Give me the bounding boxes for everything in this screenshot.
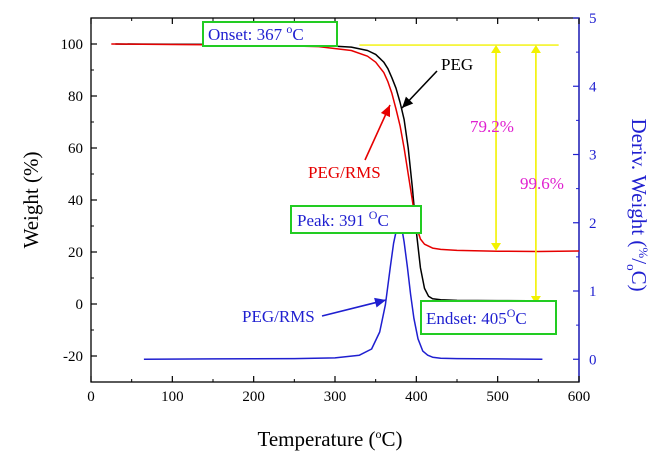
tga-curve-peg: [115, 43, 547, 302]
arrow-99-6-head-top: [530, 45, 541, 54]
y-right-tick-label: 4: [589, 79, 597, 95]
x-tick-label: 100: [161, 389, 184, 405]
tga-curve-peg-rms: [111, 43, 580, 253]
onset-annotation-text-end: C: [292, 25, 303, 44]
arrow-79-2-head-top: [491, 45, 502, 54]
peak-annotation-box: [290, 205, 422, 234]
label-79-2-percent: 79.2%: [470, 117, 514, 136]
peak-annotation-text-main: Peak: 391: [297, 211, 369, 230]
dtg-curve-peg-rms: [143, 222, 543, 361]
pointer-peg-rms-blue-head: [374, 297, 386, 308]
y-left-tick-label: 40: [68, 193, 83, 209]
pointer-peg-head: [402, 96, 414, 108]
y-right-tick-label: 3: [589, 148, 597, 164]
y-axis-left-title: Weight (%): [19, 152, 43, 249]
onset-annotation-text-main: Onset: 367: [208, 25, 286, 44]
y-right-tick-label: 2: [589, 216, 597, 232]
peak-annotation-text-sup: O: [369, 208, 378, 222]
x-tick-label: 400: [405, 389, 428, 405]
y-axis-right-title: Deriv. Weight (%/oC): [624, 118, 648, 291]
x-tick-label: 200: [242, 389, 265, 405]
pointer-peg-rms-red-head: [380, 105, 390, 118]
arrow-79-2-head-bottom: [491, 242, 502, 251]
onset-annotation-box: [202, 21, 338, 47]
endset-annotation-box: [420, 300, 557, 335]
label-peg: PEG: [441, 55, 473, 74]
y-left-tick-label: 60: [68, 141, 83, 157]
x-tick-label: 300: [324, 389, 347, 405]
y-right-tick-label: 0: [589, 352, 597, 368]
label-99-6-percent: 99.6%: [520, 174, 564, 193]
ticks-layer: 0 100 200 300 400 500 600 -20 0 20 40 60 80 100 0 1 2 3 4 5: [61, 11, 598, 405]
label-peg-rms-red: PEG/RMS: [308, 163, 381, 182]
onset-annotation-text: Onset: 367 oC: [208, 22, 304, 44]
x-axis-title: Temperature (oC): [257, 427, 402, 451]
x-tick-label: 600: [568, 389, 591, 405]
onset-annotation-text-sup: o: [286, 22, 292, 36]
endset-annotation-text: Endset: 405OC: [426, 306, 527, 328]
y-left-tick-label: 80: [68, 89, 83, 105]
peak-annotation-text-end: C: [377, 211, 388, 230]
y-left-tick-label: 100: [61, 37, 84, 53]
endset-annotation-text-sup: O: [507, 306, 516, 320]
label-peg-rms-blue: PEG/RMS: [242, 307, 315, 326]
x-tick-label: 0: [87, 389, 95, 405]
y-left-tick-label: 0: [76, 297, 84, 313]
peak-annotation-text: Peak: 391 OC: [297, 208, 389, 230]
y-right-tick-label: 1: [589, 284, 597, 300]
y-right-tick-label: 5: [589, 11, 597, 27]
y-left-tick-label: -20: [63, 349, 83, 365]
endset-annotation-text-main: Endset: 405: [426, 309, 507, 328]
endset-annotation-text-end: C: [515, 309, 526, 328]
y-left-tick-label: 20: [68, 245, 83, 261]
x-tick-label: 500: [486, 389, 509, 405]
